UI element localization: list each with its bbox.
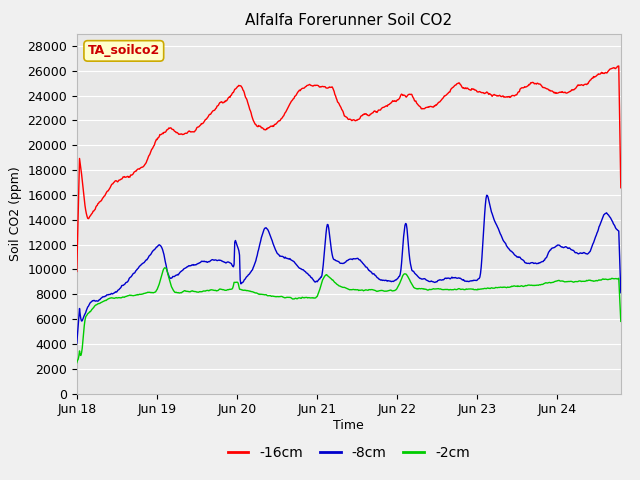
Y-axis label: Soil CO2 (ppm): Soil CO2 (ppm) — [9, 166, 22, 261]
X-axis label: Time: Time — [333, 419, 364, 432]
Text: TA_soilco2: TA_soilco2 — [88, 44, 160, 58]
Title: Alfalfa Forerunner Soil CO2: Alfalfa Forerunner Soil CO2 — [245, 13, 452, 28]
Legend: -16cm, -8cm, -2cm: -16cm, -8cm, -2cm — [222, 441, 476, 466]
